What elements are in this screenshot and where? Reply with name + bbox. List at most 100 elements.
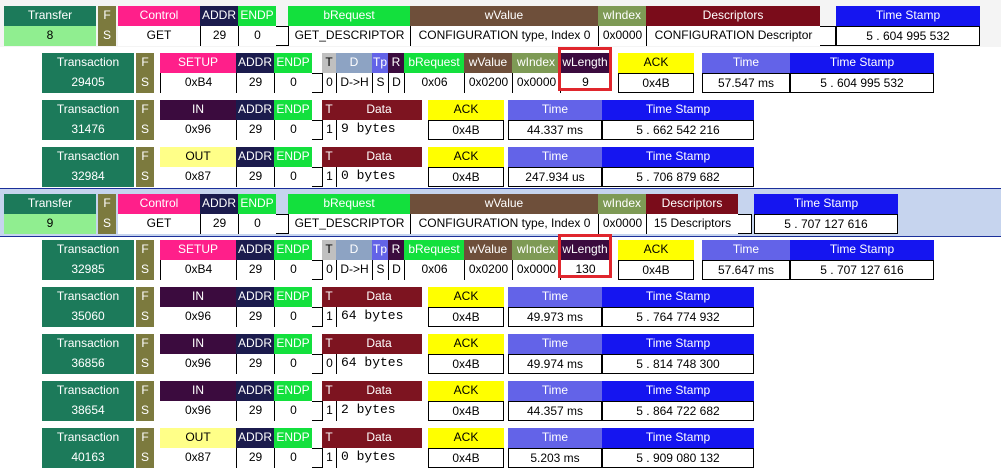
timestamp-header: Time Stamp <box>836 6 980 26</box>
time-header: Time <box>508 147 602 167</box>
data-header: Data <box>336 381 422 401</box>
wlength-header: wLength <box>560 53 610 73</box>
setup-pid-value: 0xB4 <box>160 73 236 93</box>
time-header: Time <box>702 240 790 260</box>
request-value: GET <box>118 214 200 234</box>
addr-value: 29 <box>200 26 238 46</box>
f-flag: F <box>136 100 154 120</box>
descriptors-header: Descriptors <box>646 6 820 26</box>
time-value: 49.974 ms <box>508 354 602 374</box>
t-header: T <box>322 100 336 120</box>
ack-value: 0x4B <box>428 167 504 187</box>
time-value: 57.647 ms <box>702 260 790 280</box>
addr-value: 29 <box>236 167 274 187</box>
out-pid-header: OUT <box>160 428 236 448</box>
time-value: 57.547 ms <box>702 73 790 93</box>
transaction-header: Transaction <box>42 240 134 260</box>
type-header: Tp <box>372 240 388 260</box>
t-value: 1 <box>322 448 336 468</box>
in-pid-header: IN <box>160 381 236 401</box>
transfer-number: 8 <box>4 26 96 46</box>
data-header: Data <box>336 100 422 120</box>
transaction-number: 32984 <box>42 167 134 187</box>
ack-value: 0x4B <box>428 354 504 374</box>
data-header: Data <box>336 287 422 307</box>
endp-header: ENDP <box>274 53 312 73</box>
endp-value: 0 <box>274 167 312 187</box>
pid-value: 0x87 <box>160 167 236 187</box>
addr-header: ADDR <box>236 147 274 167</box>
windex-value: 0x0000 <box>598 26 646 46</box>
addr-value: 29 <box>236 448 274 468</box>
timestamp-header: Time Stamp <box>602 334 754 354</box>
timestamp-value: 5 . 707 127 616 <box>754 214 898 234</box>
endp-header: ENDP <box>274 240 312 260</box>
ack-header: ACK <box>428 381 504 401</box>
out-pid-header: OUT <box>160 147 236 167</box>
s-flag: S <box>98 26 116 46</box>
f-flag: F <box>136 287 154 307</box>
data-value[interactable]: 9 bytes <box>336 120 422 140</box>
transaction-number: 31476 <box>42 120 134 140</box>
data-value[interactable]: 2 bytes <box>336 401 422 421</box>
t-value: 0 <box>322 73 336 93</box>
timestamp-value: 5 . 864 722 682 <box>602 401 754 421</box>
endp-value: 0 <box>238 214 276 234</box>
data-value[interactable]: 0 bytes <box>336 167 422 187</box>
t-header: T <box>322 381 336 401</box>
addr-value: 29 <box>236 401 274 421</box>
wlength-header: wLength <box>560 240 610 260</box>
t-value: 1 <box>322 167 336 187</box>
s-flag: S <box>136 448 154 468</box>
endp-value: 0 <box>274 401 312 421</box>
addr-header: ADDR <box>236 334 274 354</box>
ack-value: 0x4B <box>428 307 504 327</box>
data-value[interactable]: 0 bytes <box>336 448 422 468</box>
pid-value: 0x87 <box>160 448 236 468</box>
s-flag: S <box>136 73 154 93</box>
data-value[interactable]: 64 bytes <box>336 307 422 327</box>
endp-header: ENDP <box>274 381 312 401</box>
windex-header: wIndex <box>512 53 560 73</box>
descriptors-value[interactable]: CONFIGURATION Descriptor <box>646 26 820 46</box>
f-flag: F <box>136 428 154 448</box>
transfer-number: 9 <box>4 214 96 234</box>
direction-value: D->H <box>336 73 372 93</box>
data-header: Data <box>336 147 422 167</box>
addr-header: ADDR <box>236 381 274 401</box>
timestamp-value: 5 . 909 080 132 <box>602 448 754 468</box>
s-flag: S <box>136 120 154 140</box>
endp-header: ENDP <box>238 194 276 214</box>
transaction-number: 38654 <box>42 401 134 421</box>
direction-header: D <box>336 53 372 73</box>
timestamp-header: Time Stamp <box>790 53 934 73</box>
transaction-number: 32985 <box>42 260 134 280</box>
pid-value: 0x96 <box>160 307 236 327</box>
transaction-number: 36856 <box>42 354 134 374</box>
endp-header: ENDP <box>274 428 312 448</box>
ack-header: ACK <box>428 334 504 354</box>
type-value: S <box>372 260 388 280</box>
ack-value: 0x4B <box>618 260 694 280</box>
addr-header: ADDR <box>236 287 274 307</box>
timestamp-header: Time Stamp <box>602 287 754 307</box>
timestamp-header: Time Stamp <box>754 194 898 214</box>
addr-header: ADDR <box>200 194 238 214</box>
windex-value: 0x0000 <box>598 214 646 234</box>
type-header: Tp <box>372 53 388 73</box>
brequest-value: GET_DESCRIPTOR <box>288 26 410 46</box>
wvalue-value: CONFIGURATION type, Index 0 <box>410 26 598 46</box>
wvalue-value: 0x0200 <box>464 73 512 93</box>
time-value: 247.934 us <box>508 167 602 187</box>
descriptors-value[interactable]: 15 Descriptors <box>646 214 738 234</box>
t-header: T <box>322 147 336 167</box>
endp-value: 0 <box>274 354 312 374</box>
timestamp-value: 5 . 604 995 532 <box>790 73 934 93</box>
pid-value: 0x96 <box>160 354 236 374</box>
f-flag: F <box>136 334 154 354</box>
data-value[interactable]: 64 bytes <box>336 354 422 374</box>
addr-value: 29 <box>236 354 274 374</box>
endp-header: ENDP <box>238 6 276 26</box>
ack-header: ACK <box>428 100 504 120</box>
brequest-header: bRequest <box>404 53 464 73</box>
